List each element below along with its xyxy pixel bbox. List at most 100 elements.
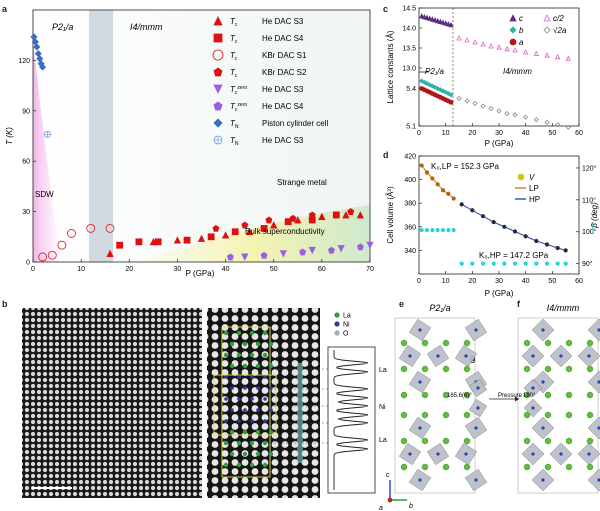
legend-marker: [213, 118, 223, 128]
la-atom: [242, 363, 248, 369]
la-atom: [255, 451, 261, 457]
y-axis-label: Lattice constants (Å): [386, 30, 395, 103]
legend-marker: [213, 16, 223, 26]
legend-marker: [509, 38, 517, 46]
phase-label-p21a: P2₁/a: [425, 67, 445, 76]
ni-atom: [541, 478, 545, 482]
ni-atom: [587, 452, 591, 456]
volume-point: [440, 188, 446, 193]
data-point: [435, 17, 441, 24]
sdw-region: [33, 40, 60, 262]
octahedron: [587, 416, 600, 440]
legend-name: Piston cylinder cell: [262, 119, 328, 128]
data-point: [356, 243, 364, 251]
data-point: [67, 229, 76, 238]
data-point: [38, 252, 48, 262]
axis-a-label: a: [379, 505, 383, 511]
y-tick-label: 13.5: [402, 46, 416, 53]
la-atom: [463, 391, 471, 399]
data-point: [472, 100, 478, 107]
data-point: [440, 19, 446, 25]
la-atom: [268, 363, 274, 369]
ni-atom: [476, 386, 480, 390]
la-atom: [400, 339, 408, 347]
octahedra-comparison: [468, 378, 543, 418]
x-tick-label: 10: [77, 266, 85, 273]
data-point: [443, 20, 449, 26]
structure-overlay: [213, 326, 330, 478]
ni-atom: [474, 426, 478, 430]
la-atom: [586, 365, 594, 373]
la-atom: [229, 341, 235, 347]
panel-label-d: d: [383, 150, 389, 160]
ni-atom: [587, 354, 591, 358]
la-atom: [262, 462, 268, 468]
data-point: [555, 122, 561, 128]
la-atom: [262, 330, 268, 336]
data-point: [270, 221, 278, 229]
data-point: [480, 103, 486, 109]
x-tick-label: 40: [222, 266, 230, 273]
x-tick-label: 10: [442, 278, 450, 285]
data-point: [33, 43, 41, 51]
data-point: [421, 13, 427, 20]
la-atom: [523, 339, 531, 347]
la-atom: [262, 352, 268, 358]
beta-point: [435, 228, 440, 233]
legend-label: b: [519, 26, 524, 35]
la-atom: [223, 352, 229, 358]
data-point: [241, 221, 249, 229]
data-point: [429, 16, 435, 22]
ni-atom: [408, 354, 412, 358]
la-atom: [523, 391, 531, 399]
data-point: [245, 227, 254, 236]
x-tick-label: 30: [174, 266, 182, 273]
y-axis-label: T (K): [5, 127, 14, 145]
y-tick-label: 420: [404, 154, 416, 161]
volume-point: [523, 234, 528, 239]
stem-image-panel: La Ni O La Ni La: [22, 308, 387, 498]
panel-label-f: f: [517, 299, 520, 309]
data-point: [294, 216, 302, 224]
ni-atom: [476, 406, 480, 410]
x-tick-label: 60: [575, 278, 583, 285]
data-point: [427, 15, 433, 21]
la-atom: [400, 365, 408, 373]
legend-dot: [334, 321, 340, 327]
legend-marker: [543, 26, 551, 34]
data-point: [226, 253, 234, 261]
bulk-superconductivity-label: Bulk superconductivity: [245, 227, 325, 236]
profile-label-la-bottom: La: [379, 437, 387, 444]
ni-atom: [418, 478, 422, 482]
data-point: [356, 211, 365, 219]
la-atom: [523, 365, 531, 373]
la-atom: [268, 451, 274, 457]
data-point: [197, 234, 206, 242]
x-axis-label: P (GPa): [485, 139, 514, 148]
ni-atom: [531, 452, 535, 456]
beta-point: [512, 261, 518, 266]
ni-atom: [418, 426, 422, 430]
ni-atom: [224, 375, 228, 379]
la-atom: [255, 429, 261, 435]
ni-atom: [263, 375, 267, 379]
data-point: [464, 98, 470, 104]
data-point: [221, 231, 230, 239]
la-atom: [565, 339, 573, 347]
la-atom: [421, 339, 429, 347]
octahedron: [587, 370, 600, 394]
data-point: [366, 241, 374, 250]
data-point: [456, 95, 462, 102]
ni-atom: [224, 397, 228, 401]
la-atom: [421, 437, 429, 445]
y-axis-label: Cell volume (Å³): [386, 186, 395, 244]
x-tick-label: 0: [31, 266, 35, 273]
la-atom: [242, 451, 248, 457]
volume-point: [555, 245, 560, 251]
panel-label-a: a: [2, 4, 8, 14]
intensity-profile-frame: [327, 346, 376, 494]
plot-frame: [418, 7, 580, 127]
x-tick-label: 40: [522, 130, 530, 137]
data-point: [555, 53, 561, 60]
volume-point: [512, 229, 518, 234]
